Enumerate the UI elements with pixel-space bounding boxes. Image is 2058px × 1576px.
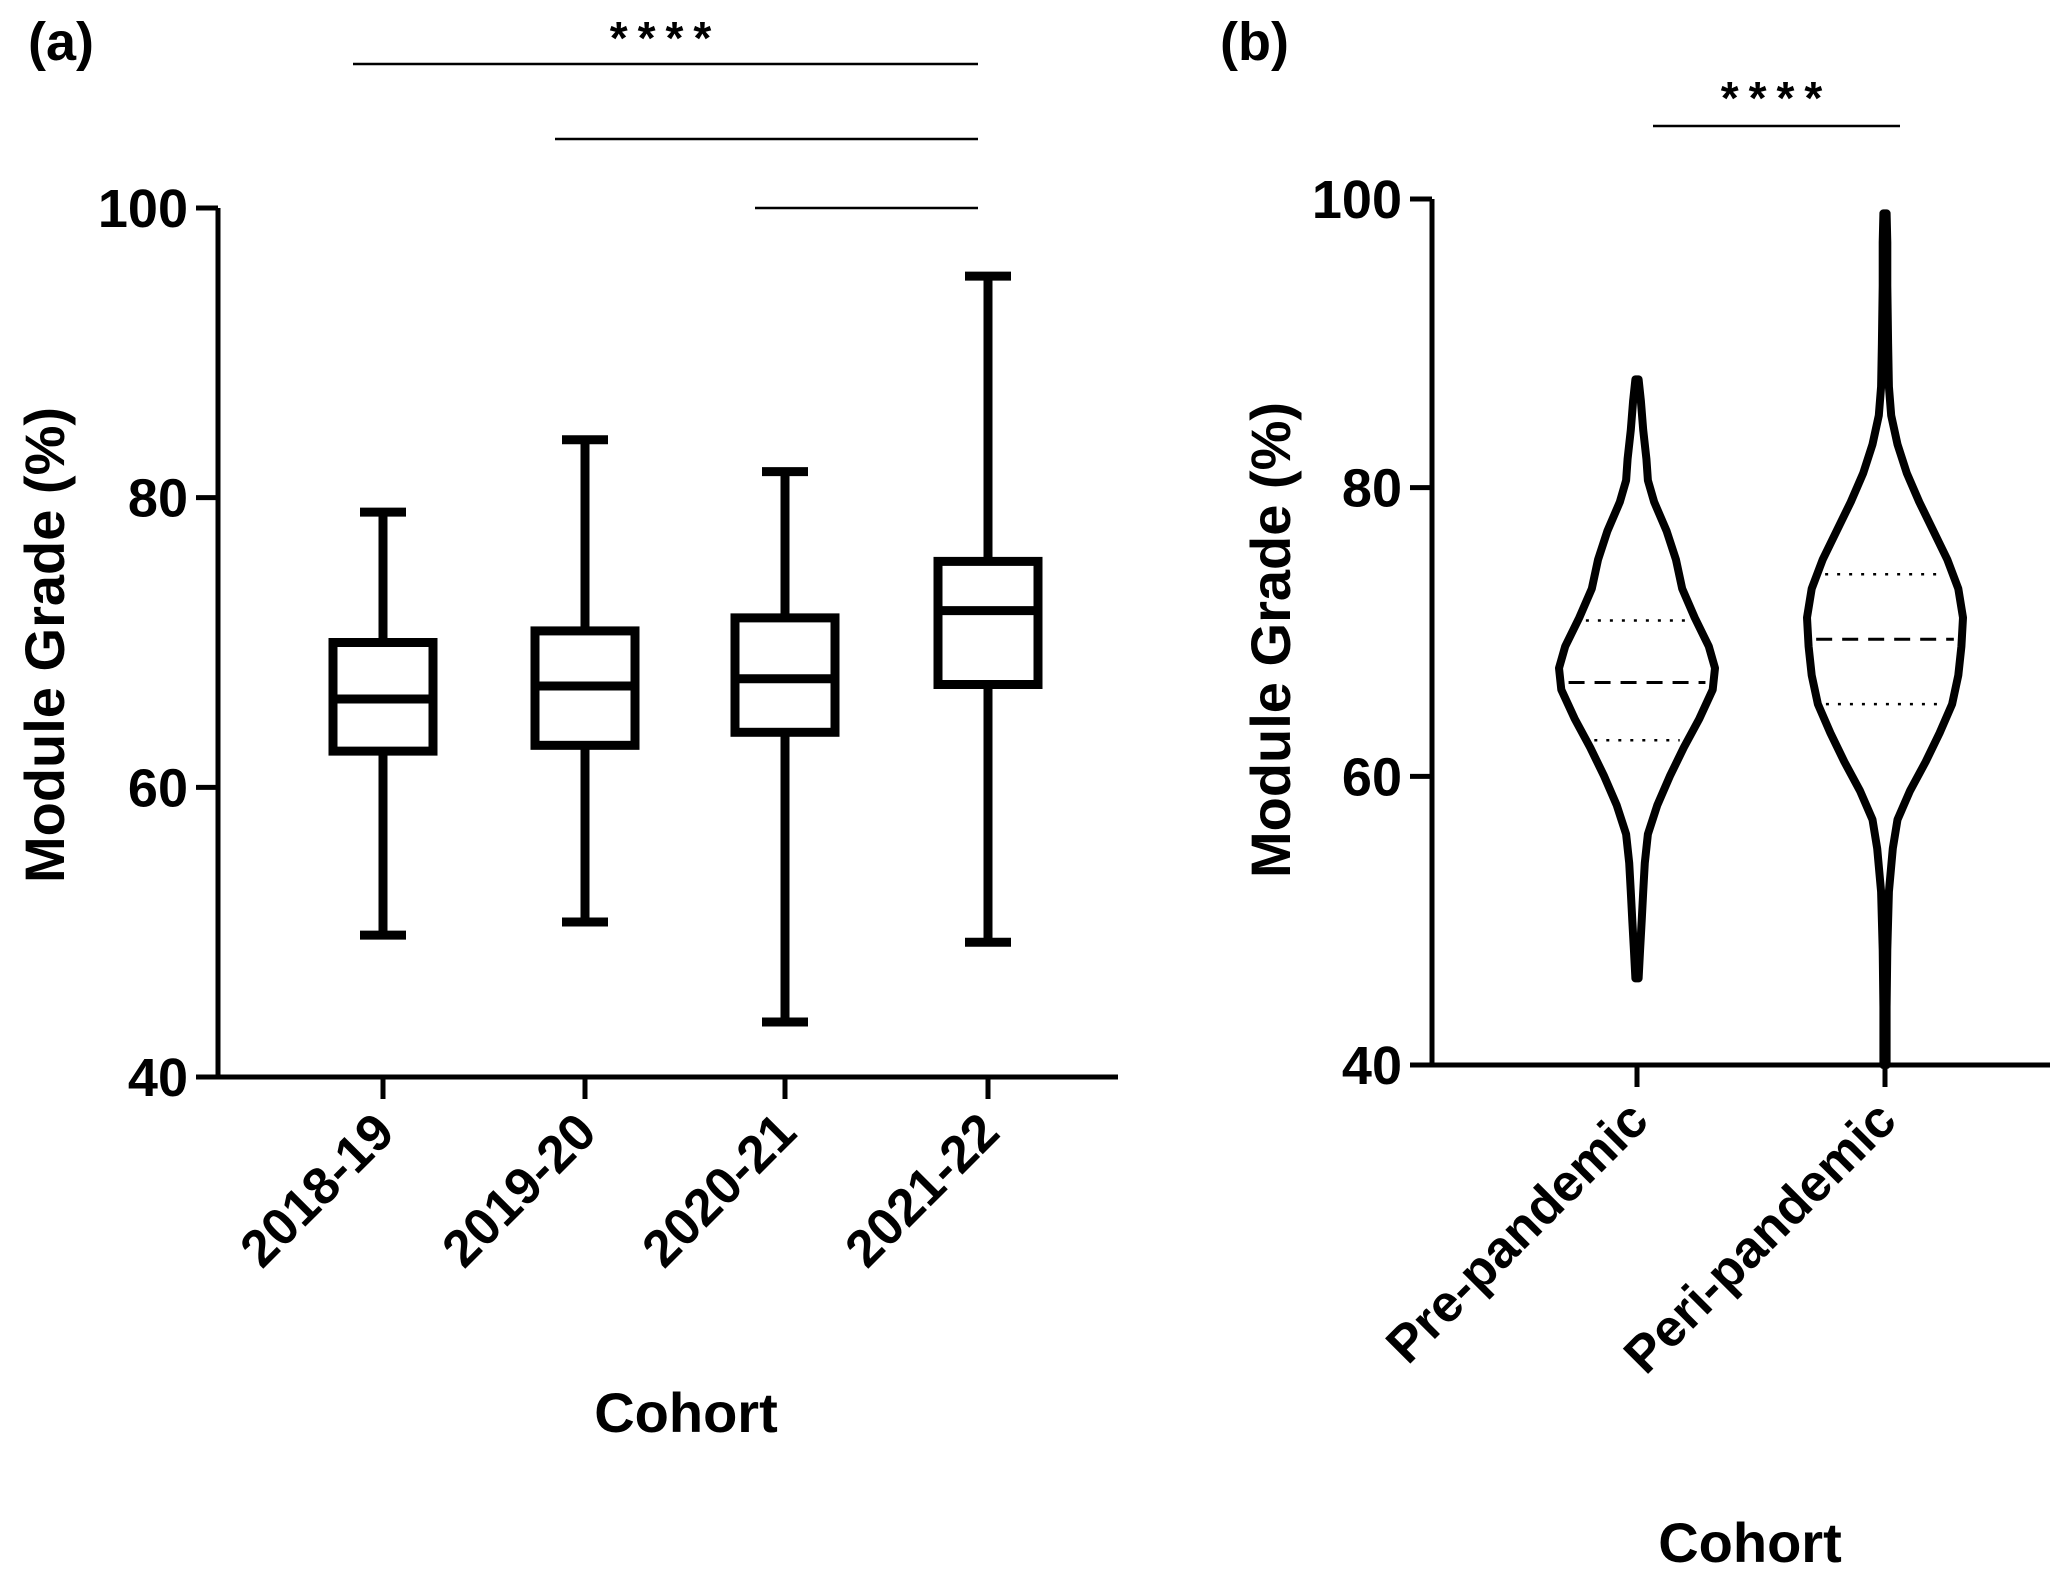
y-tick-label-b: 40 <box>1342 1036 1402 1096</box>
violin-outline <box>1803 209 1967 1069</box>
y-tick-label-a: 80 <box>128 469 188 529</box>
x-tick-label-a: 2021-22 <box>835 1102 1011 1278</box>
significance-label-b: **** <box>1721 72 1833 124</box>
y-tick-label-a: 100 <box>98 179 188 239</box>
y-tick-label-b: 100 <box>1312 170 1402 230</box>
y-axis-title-b: Module Grade (%) <box>1239 402 1302 878</box>
x-tick-label-a: 2020-21 <box>632 1102 808 1278</box>
box-2021-22 <box>933 271 1043 947</box>
violin-Peri-pandemic <box>1803 209 1967 1069</box>
y-tick-label-a: 40 <box>128 1048 188 1108</box>
box-2018-19 <box>328 507 438 940</box>
y-axis-title-a: Module Grade (%) <box>13 407 76 883</box>
y-tick-label-b: 80 <box>1342 459 1402 519</box>
violins-b <box>1555 209 1967 1069</box>
y-tick-label-a: 60 <box>128 758 188 818</box>
significance-bars-a: **** <box>353 12 978 210</box>
box-2019-20 <box>530 435 640 927</box>
x-tick-label-a: 2019-20 <box>432 1102 608 1278</box>
x-axis-title-b: Cohort <box>1658 1511 1842 1574</box>
x-tick-label-b: Pre-pandemic <box>1375 1090 1659 1374</box>
x-tick-label-b: Peri-pandemic <box>1613 1090 1907 1384</box>
box-2020-21 <box>730 467 840 1027</box>
significance-label-a: **** <box>610 12 722 64</box>
violin-outline <box>1555 375 1719 983</box>
violin-Pre-pandemic <box>1555 375 1719 983</box>
violin-plot-panel: (b) **** 40 60 80 100 Pre-pandemicPeri-pande… <box>1220 12 2050 1574</box>
x-tick-label-a: 2018-19 <box>230 1102 406 1278</box>
panel-label-b: (b) <box>1220 12 1289 72</box>
y-tick-label-b: 60 <box>1342 747 1402 807</box>
significance-bars-b: **** <box>1653 72 1900 128</box>
boxes-a <box>328 271 1043 1027</box>
iqr-box <box>933 556 1043 690</box>
panel-label-a: (a) <box>28 12 94 72</box>
x-axis-title-a: Cohort <box>594 1381 778 1444</box>
box-plot-panel: (a) **** 40 60 80 100 2018-19 2019-20 2020-21 2… <box>13 12 1118 1444</box>
